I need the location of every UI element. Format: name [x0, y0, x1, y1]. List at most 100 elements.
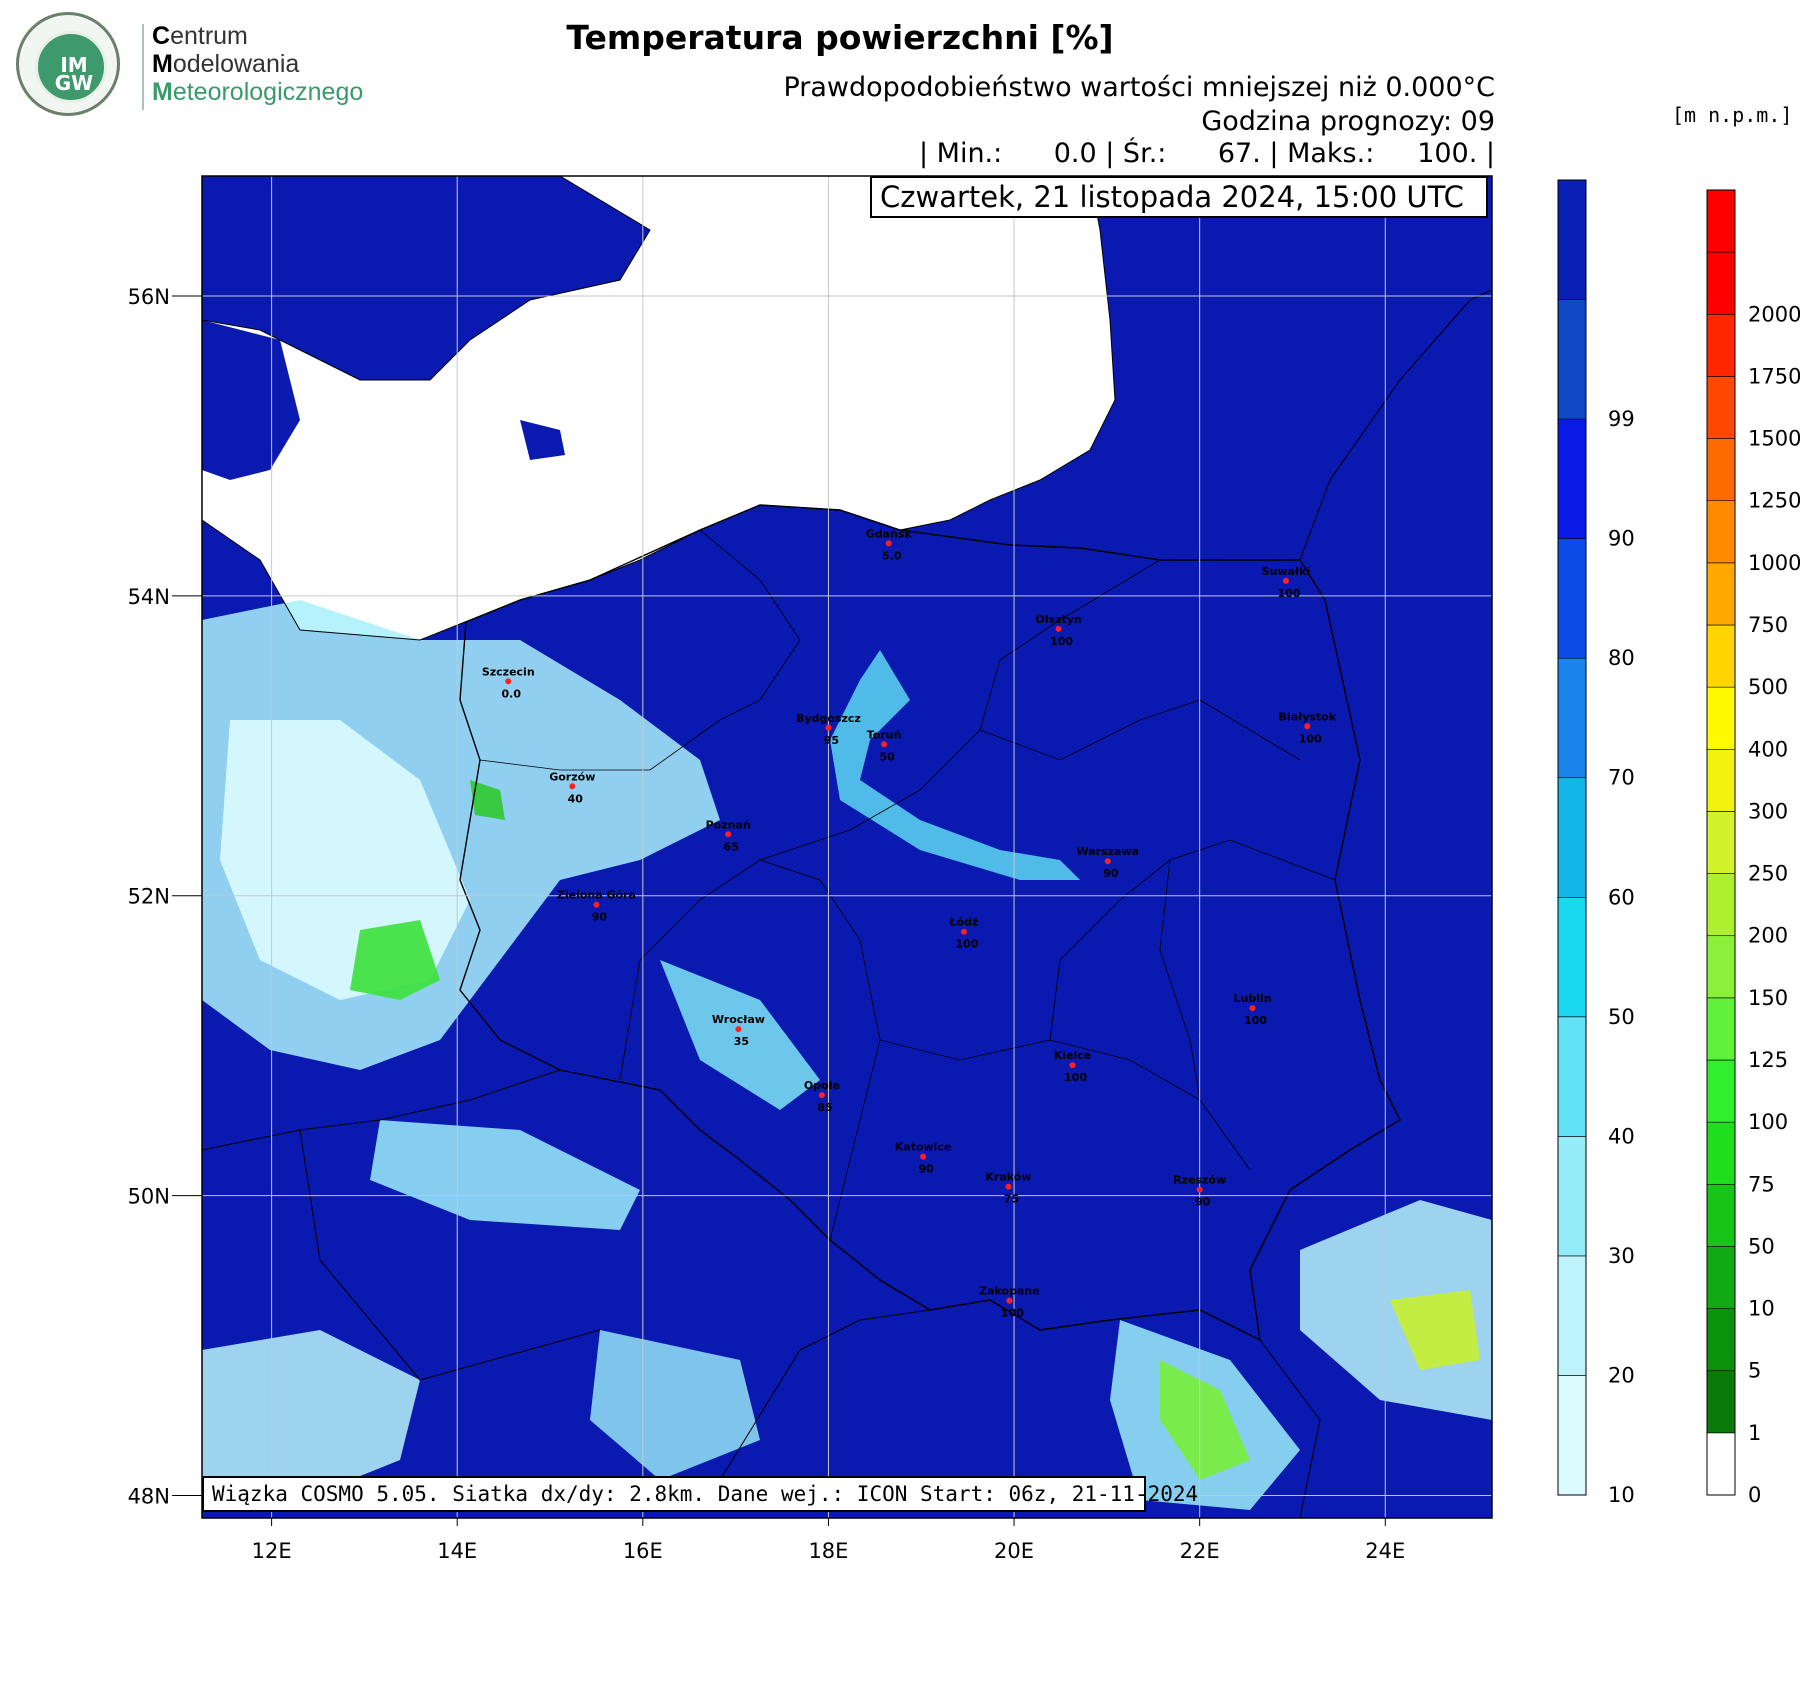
- logo-line-1: Centrum: [152, 22, 248, 50]
- city-marker: [569, 783, 576, 790]
- city-name: Gorzów: [549, 770, 595, 783]
- colorbar-label: 60: [1608, 885, 1635, 909]
- voivodeship-boundary-5: [879, 1039, 1251, 1171]
- colorbar-label: 80: [1608, 646, 1635, 670]
- lon-tick-label: 24E: [1365, 1539, 1405, 1563]
- city-marker: [1104, 858, 1111, 865]
- city-name: Zakopane: [979, 1285, 1040, 1298]
- colorbar-segment: [1706, 997, 1736, 1061]
- axis-labels: 12E 14E 16E 18E 20E 22E 24E 56N 54N 52N 50N 48N: [128, 285, 1406, 1563]
- city-marker: [885, 540, 892, 547]
- colorbar-label: 250: [1748, 862, 1788, 886]
- slovakia-border: [719, 1309, 931, 1481]
- lithuania-border: [1299, 289, 1492, 561]
- colorbar-segment: [1706, 562, 1736, 626]
- colorbar-segment: [1706, 189, 1736, 253]
- city-value: 95: [824, 734, 839, 747]
- city-marker: [825, 724, 832, 731]
- city-name: Toruń: [867, 728, 902, 741]
- logo-line-2: Modelowania: [152, 50, 300, 78]
- colorbar-segment: [1706, 251, 1736, 315]
- lon-tick-label: 20E: [994, 1539, 1034, 1563]
- lat-tick-label: 52N: [128, 885, 170, 909]
- colorbar-segment: [1557, 896, 1587, 1018]
- colorbar-label: 300: [1748, 799, 1788, 823]
- lat-tick-label: 56N: [128, 285, 170, 309]
- city-value: 90: [592, 911, 608, 924]
- city-marker: [725, 831, 732, 838]
- city-name: Katowice: [895, 1141, 952, 1154]
- city-value: 5.0: [882, 549, 902, 562]
- voivodeship-boundary-7: [1159, 859, 1201, 1101]
- city-value: 100: [1050, 635, 1073, 648]
- colorbar-segment: [1557, 179, 1587, 300]
- city-marker: [1304, 723, 1311, 730]
- colorbar-segment: [1706, 873, 1736, 937]
- lon-tick-label: 18E: [808, 1539, 848, 1563]
- low-probability-zone-southwest: [202, 1330, 420, 1500]
- stats-line: | Min.: 0.0 | Śr.: 67. | Maks.: 100. |: [918, 138, 1495, 169]
- colorbar-label: 70: [1608, 766, 1635, 790]
- czech-border: [202, 1069, 561, 1151]
- colorbar-label: 99: [1608, 407, 1635, 431]
- city-name: Opole: [804, 1079, 840, 1092]
- colorbar-segment: [1706, 748, 1736, 812]
- colorbar-label: 5: [1748, 1359, 1761, 1383]
- yellow-green-area-southeast: [1390, 1290, 1480, 1370]
- map-field: [202, 176, 1492, 1518]
- low-probability-zone-sudetes: [370, 1120, 640, 1230]
- colorbar-label: 30: [1608, 1244, 1635, 1268]
- city-value: 100: [1001, 1307, 1024, 1320]
- city-name: Gdańsk: [866, 527, 913, 540]
- colorbar-segment: [1557, 1136, 1587, 1257]
- city-marker: [1249, 1005, 1256, 1012]
- city-name: Kraków: [985, 1171, 1031, 1184]
- colorbar-segment: [1706, 438, 1736, 502]
- lon-tick-label: 12E: [252, 1539, 292, 1563]
- colorbar-segment: [1706, 500, 1736, 564]
- city-marker: [593, 901, 600, 908]
- lat-tick-label: 48N: [128, 1485, 170, 1509]
- city-name: Łódź: [948, 916, 978, 929]
- colorbar-segment: [1706, 686, 1736, 750]
- colorbar-segment: [1557, 657, 1587, 779]
- city-marker: [1005, 1183, 1012, 1190]
- colorbar-label: 400: [1748, 737, 1788, 761]
- colorbar-label: 100: [1748, 1110, 1788, 1134]
- colorbar-frame: [1706, 189, 1736, 1496]
- elevation-colorbar: 0 1 5 10 50 75 100 125 150 200 250 300 400 500 750 1000…: [1706, 189, 1800, 1507]
- colorbar-segment: [1706, 1432, 1736, 1496]
- colorbar-segment: [1706, 1121, 1736, 1185]
- colorbar-segment: [1706, 1370, 1736, 1434]
- colorbar-segment: [1706, 1246, 1736, 1309]
- imgw-emblem-text: IM GW: [54, 53, 94, 95]
- colorbar-segment: [1706, 811, 1736, 874]
- colorbar-segment: [1706, 1308, 1736, 1372]
- city-name: Wrocław: [712, 1013, 765, 1026]
- map-title: Temperatura powierzchni [%]: [566, 18, 1114, 57]
- poland-border: [459, 504, 1401, 1342]
- colorbar-label: 2000: [1748, 302, 1800, 326]
- ukraine-border: [1259, 1339, 1321, 1518]
- voivodeship-boundary-6: [1049, 839, 1336, 1041]
- colorbar-segment: [1557, 418, 1587, 539]
- colorbar-segment: [1706, 1059, 1736, 1123]
- colorbar-segment: [1557, 1016, 1587, 1137]
- colorbar-label: 1000: [1748, 551, 1800, 575]
- denmark-land: [202, 320, 300, 480]
- city-name: Zielona Góra: [557, 889, 636, 902]
- city-value: 0.0: [502, 687, 522, 700]
- lon-tick-label: 14E: [437, 1539, 477, 1563]
- city-markers: Gdańsk 5.0 Suwałki 100 Olsztyn 100 Szczecin 0.0…: [482, 527, 1337, 1319]
- lat-tick-label: 54N: [128, 585, 170, 609]
- city-name: Warszawa: [1077, 845, 1140, 858]
- colorbar-label: 10: [1748, 1297, 1775, 1321]
- colorbar-label: 750: [1748, 613, 1788, 637]
- city-value: 90: [1195, 1196, 1211, 1209]
- green-area-oder: [470, 780, 505, 820]
- map-subtitle: Prawdopodobieństwo wartości mniejszej ni…: [783, 72, 1495, 103]
- city-marker: [505, 678, 512, 685]
- lat-lon-grid: [202, 176, 1492, 1518]
- colorbar-segment: [1557, 1255, 1587, 1376]
- bornholm-island: [520, 420, 565, 460]
